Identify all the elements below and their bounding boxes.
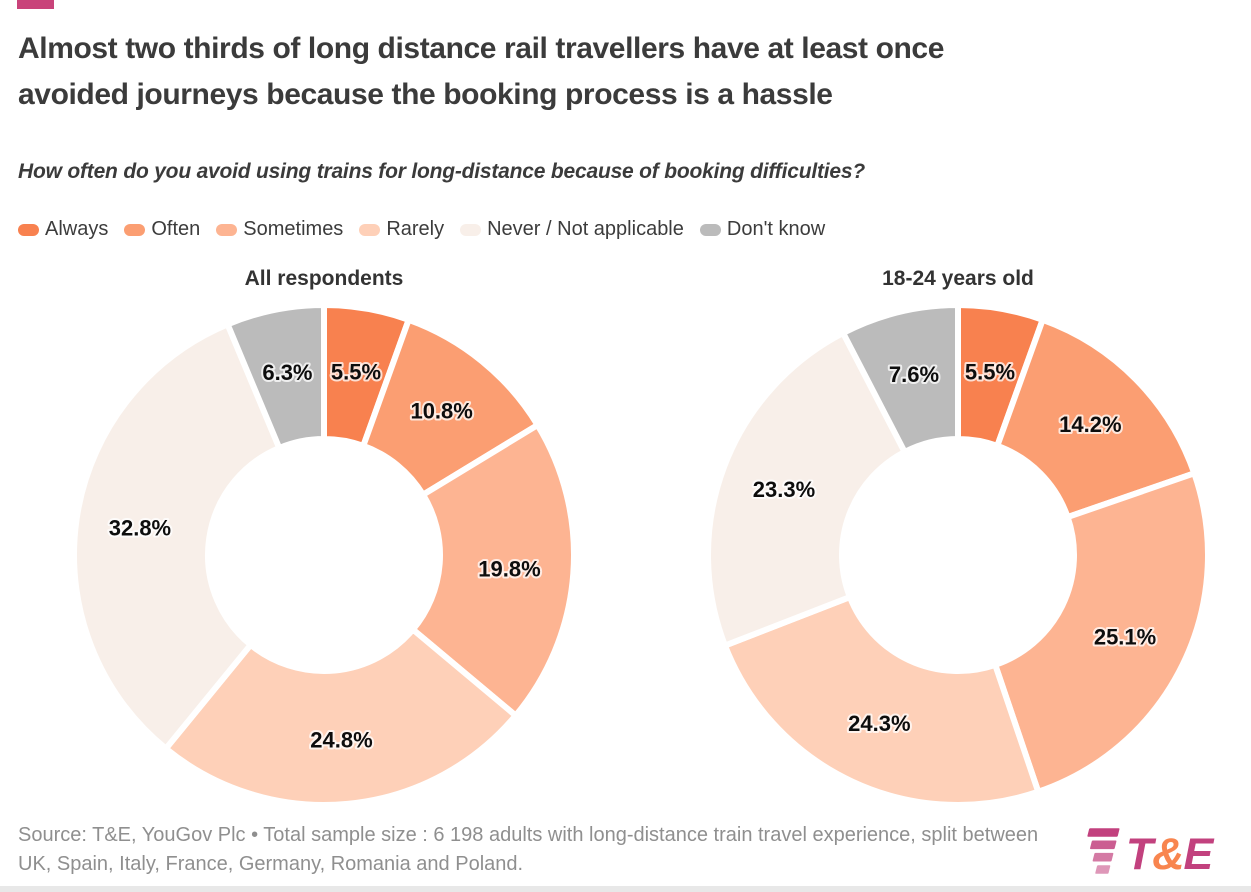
donut-slice-sometimes[interactable] [409, 422, 577, 719]
slice-label-don-t-know: 7.6% [889, 362, 939, 387]
legend-item-often[interactable]: Often [124, 218, 200, 241]
logo-wordmark: T&E [1126, 830, 1215, 877]
legend-swatch [18, 223, 39, 236]
brand-mark [17, 0, 54, 9]
slice-label-sometimes: 25.1% [1094, 624, 1156, 649]
donut-slice-often[interactable] [994, 316, 1198, 521]
legend-label: Always [45, 218, 109, 240]
legend-swatch [699, 223, 721, 236]
donut-slice-rarely[interactable] [721, 594, 1042, 808]
logo-speed-bars [1087, 828, 1120, 874]
legend-label: Often [151, 218, 201, 240]
legend-swatch [460, 223, 482, 236]
legend-item-rarely[interactable]: Rarely [359, 218, 444, 241]
chart-question-subtitle: How often do you avoid using trains for … [18, 160, 865, 183]
page-title: Almost two thirds of long distance rail … [18, 26, 1193, 118]
legend-item-never-not-applicable[interactable]: Never / Not applicable [460, 218, 684, 241]
legend-label: Rarely [386, 218, 445, 240]
legend-swatch [359, 223, 381, 236]
slice-label-don-t-know: 6.3% [262, 360, 312, 385]
slice-label-always: 5.5% [331, 359, 381, 384]
chart-all-respondents: All respondents 5.5% 10.8% 19.8% 24.8% 32.8%… [44, 267, 604, 813]
donut-chart-18-24: 5.5% 14.2% 25.1% 24.3% 23.3% 7.6% [705, 302, 1211, 808]
legend-label: Don't know [726, 218, 826, 240]
slice-label-never-not-applicable: 23.3% [753, 477, 815, 502]
slice-label-sometimes: 19.8% [478, 557, 540, 582]
donut-slice-never-not-applicable[interactable] [71, 321, 283, 752]
legend-item-sometimes[interactable]: Sometimes [216, 218, 343, 241]
legend-item-don-t-know[interactable]: Don't know [699, 218, 826, 241]
chart-title-18-24: 18-24 years old [882, 267, 1034, 290]
slice-label-often: 10.8% [410, 398, 472, 423]
chart-title-all-respondents: All respondents [244, 267, 404, 290]
page-title-line-2: avoided journeys because the booking pro… [18, 78, 833, 111]
legend: Always Often Sometimes Rarely Never / Not ap… [18, 218, 1233, 241]
slice-label-never-not-applicable: 32.8% [109, 516, 171, 541]
window-edge [0, 886, 1251, 892]
page-title-line-1: Almost two thirds of long distance rail … [18, 32, 944, 65]
chart-18-24: 18-24 years old 5.5% 14.2% 25.1% 24.3% 23.3%… [678, 267, 1238, 813]
slice-label-often: 14.2% [1059, 412, 1121, 437]
legend-swatch [124, 223, 146, 236]
donut-chart-all-respondents: 5.5% 10.8% 19.8% 24.8% 32.8% 6.3% [71, 302, 577, 808]
charts-row: All respondents 5.5% 10.8% 19.8% 24.8% 32.8%… [18, 267, 1233, 813]
donut-slice-don-t-know[interactable] [224, 302, 327, 451]
legend-label: Never / Not applicable [487, 218, 684, 240]
donut-slice-never-not-applicable[interactable] [705, 329, 908, 649]
slice-label-always: 5.5% [965, 359, 1015, 384]
slice-label-rarely: 24.3% [848, 711, 910, 736]
donut-slice-rarely[interactable] [162, 626, 519, 808]
legend-swatch [216, 223, 238, 236]
footer: Source: T&E, YouGov Plc • Total sample s… [18, 821, 1233, 879]
legend-item-always[interactable]: Always [18, 218, 108, 241]
donut-slice-don-t-know[interactable] [840, 302, 961, 455]
donut-slice-sometimes[interactable] [992, 470, 1211, 795]
te-logo: T&E [1087, 828, 1215, 877]
source-text: Source: T&E, YouGov Plc • Total sample s… [18, 824, 1039, 875]
legend-label: Sometimes [243, 218, 344, 240]
slice-label-rarely: 24.8% [310, 728, 372, 753]
